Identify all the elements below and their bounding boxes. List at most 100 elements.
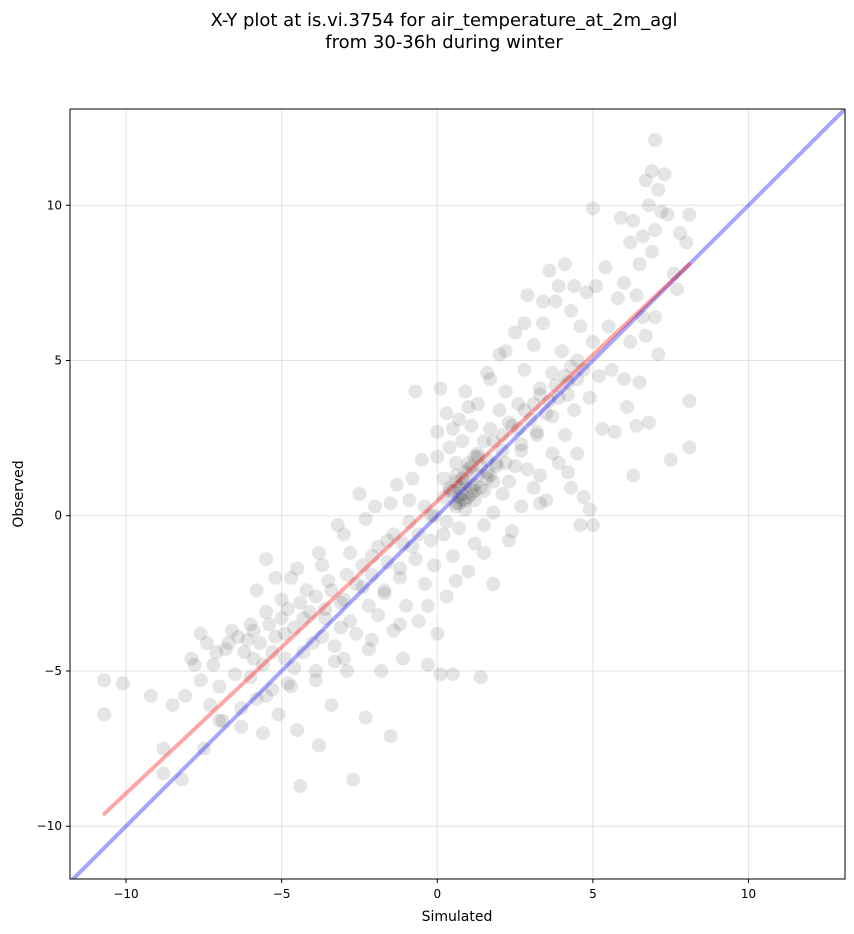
scatter-point [340,567,354,582]
scatter-point [483,372,498,387]
scatter-point [561,375,575,390]
scatter-point [511,421,526,436]
scatter-point [203,698,218,713]
scatter-point [408,384,423,399]
scatter-point [439,406,454,421]
scatter-point [641,415,656,430]
scatter-point [629,418,644,433]
scatter-point [274,592,289,607]
scatter-point [396,651,410,666]
scatter-point [430,424,445,439]
scatter-point [364,567,379,582]
scatter-point [514,499,529,514]
x-tick-label: −5 [273,887,291,901]
scatter-point [623,235,638,250]
scatter-point [364,549,379,564]
scatter-point [355,580,370,595]
scatter-point [498,344,513,359]
scatter-point [259,552,274,567]
scatter-point [592,369,607,383]
scatter-point [533,468,547,483]
scatter-point [277,626,292,641]
scatter-point [284,679,298,694]
scatter-point [570,353,585,368]
scatter-point [536,316,551,331]
scatter-point [470,446,485,461]
scatter-point [505,418,519,433]
scatter-point [464,418,479,433]
scatter-point [439,589,454,604]
scatter-point [355,558,370,573]
scatter-point [396,536,410,551]
scatter-point [302,605,317,619]
scatter-point [635,310,650,324]
scatter-point [389,477,404,492]
scatter-point [271,707,286,722]
scatter-point [364,632,379,647]
scatter-point [380,533,395,548]
identity-line [70,109,845,879]
scatter-point [361,642,376,657]
scatter-point [340,664,354,678]
scatter-point [368,499,382,514]
scatter-point [607,424,622,439]
scatter-point [461,490,476,505]
scatter-point [638,173,653,188]
scatter-point [489,459,504,474]
scatter-point [224,623,239,638]
scatter-point [570,372,585,387]
scatter-point [452,496,467,511]
scatter-point [483,468,498,483]
scatter-point [498,384,513,399]
scatter-point [187,657,202,672]
scatter-point [448,474,463,489]
scatter-point [601,319,616,334]
scatter-point [477,483,491,498]
scatter-point [480,452,495,467]
scatter-point [495,443,510,458]
scatter-point [405,471,420,486]
scatter-point [613,210,628,225]
scatter-point [514,437,529,452]
scatter-point [666,266,681,281]
scatter-point [564,359,579,374]
scatter-point [290,723,305,737]
scatter-point [582,502,597,517]
scatter-point [473,670,488,685]
scatter-point [529,428,544,442]
y-tick-label: −10 [37,819,62,833]
scatter-point [240,632,255,647]
scatter-point [349,626,364,641]
scatter-point [405,539,420,554]
scatter-point [477,434,491,449]
scatter-point [464,459,479,474]
scatter-point [196,741,211,756]
scatter-point [312,738,326,753]
scatter-point [259,688,274,703]
scatter-point [660,207,675,222]
scatter-point [265,645,280,660]
scatter-point [175,772,189,787]
scatter-point [480,365,495,380]
scatter-point [402,493,417,508]
scatter-point [324,698,339,713]
scatter-point [551,279,566,293]
scatter-point [455,487,470,501]
scatter-point [411,614,426,629]
y-tick-label: 10 [47,198,62,212]
scatter-point [452,412,467,427]
plot-frame [69,108,846,880]
scatter-point [551,390,566,405]
scatter-point [448,499,463,514]
scatter-point [193,626,208,641]
scatter-point [346,772,361,787]
scatter-point [480,471,495,486]
scatter-point [585,201,600,216]
scatter-point [436,471,451,486]
scatter-point [638,328,653,343]
scatter-point [115,676,130,691]
scatter-point [486,577,501,591]
scatter-point [498,456,513,470]
scatter-point [489,456,504,470]
scatter-point [455,434,470,449]
